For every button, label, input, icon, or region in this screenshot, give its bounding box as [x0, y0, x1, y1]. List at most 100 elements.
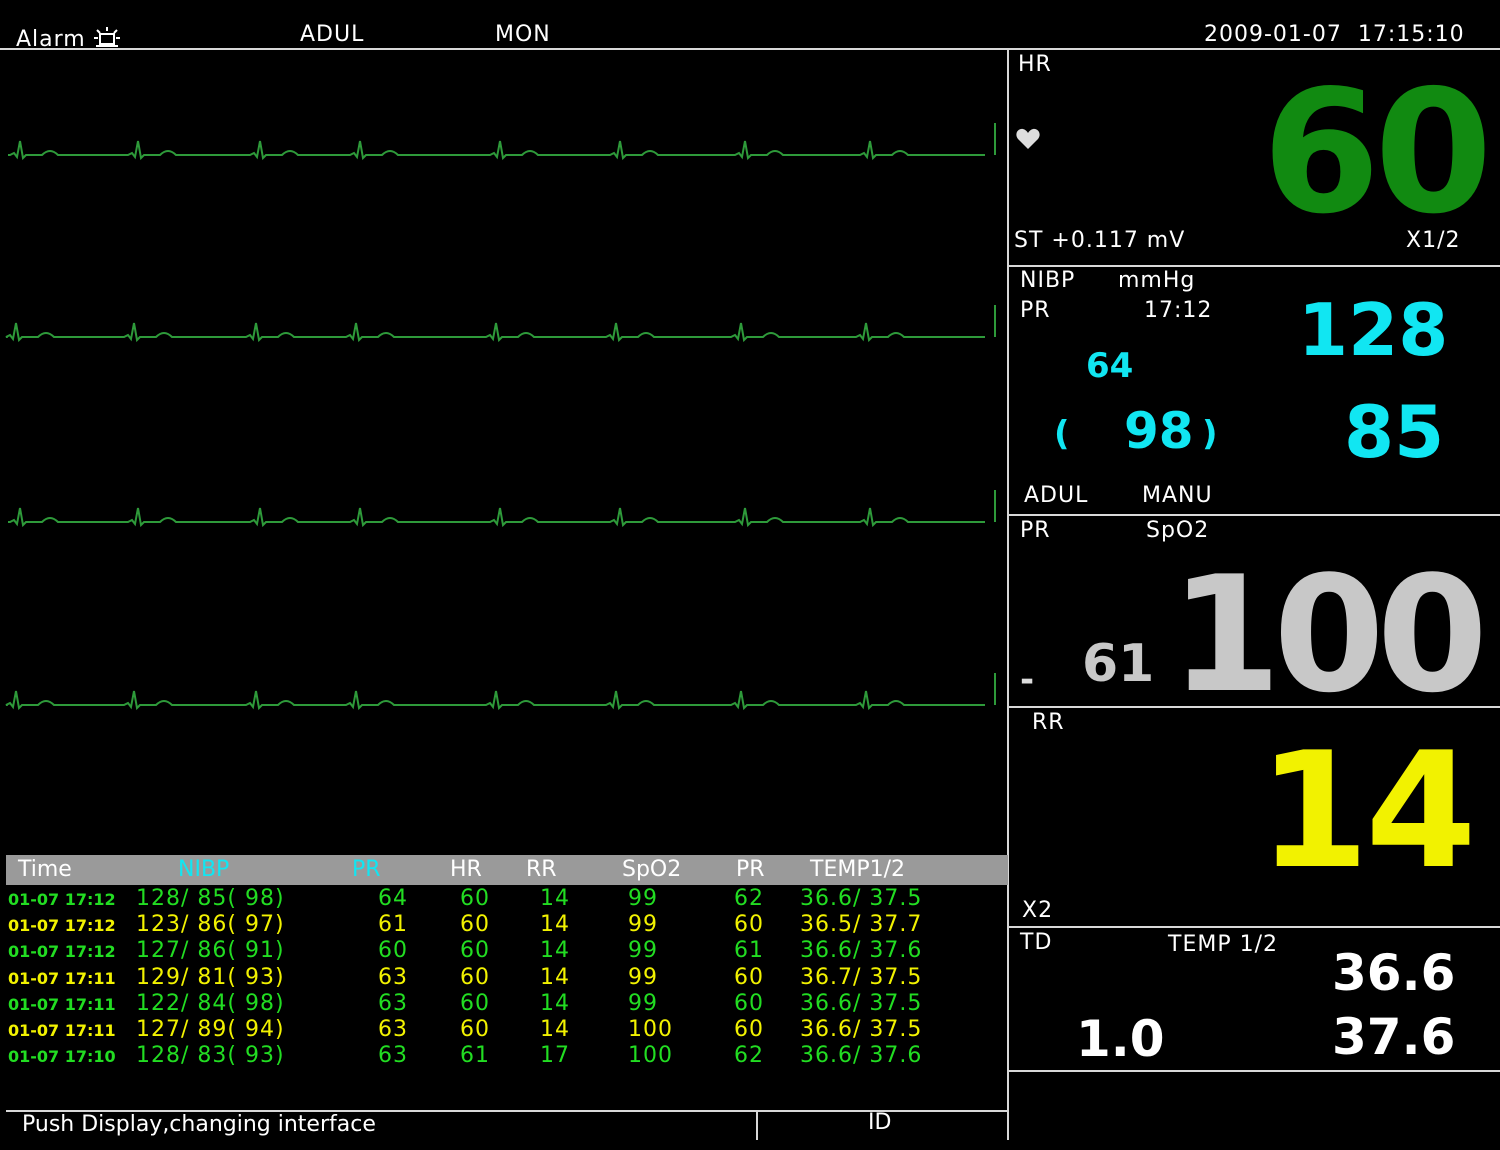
nibp-mode: MANU — [1142, 483, 1213, 508]
header-datetime: 2009-01-07 17:15:10 — [1204, 22, 1465, 47]
cell-time: 01-07 17:12 — [8, 890, 116, 909]
status-separator — [756, 1112, 758, 1140]
temp1-value: 36.6 — [1332, 944, 1456, 1002]
cell-hr: 60 — [460, 964, 490, 990]
cell-nibp: 127/ 86( 91) — [136, 938, 285, 964]
spo2-value: 100 — [1170, 541, 1488, 728]
header-divider — [0, 48, 1500, 50]
rr-panel-divider — [1009, 926, 1500, 928]
table-row[interactable]: 01-07 17:11 127/ 89( 94) 63 60 14 100 60 36.6/ … — [0, 1017, 1002, 1043]
cell-pr: 61 — [378, 912, 408, 938]
patient-id-field[interactable]: ID — [868, 1110, 892, 1135]
col-header-rr: RR — [526, 857, 557, 882]
cell-spo2: 99 — [628, 938, 658, 964]
col-header-hr: HR — [450, 857, 482, 882]
cell-rr: 14 — [540, 912, 570, 938]
table-row[interactable]: 01-07 17:11 122/ 84( 98) 63 60 14 99 60 36.6/ 3… — [0, 991, 1002, 1017]
cell-pr2: 62 — [734, 886, 764, 911]
alarm-label[interactable]: Alarm — [16, 26, 120, 52]
cell-pr: 63 — [378, 1043, 408, 1069]
cell-pr: 63 — [378, 1017, 408, 1042]
cell-temp: 36.7/ 37.5 — [800, 964, 923, 990]
rr-value: 14 — [1258, 717, 1477, 904]
nibp-mean: 98 — [1124, 402, 1194, 460]
spo2-panel-divider — [1009, 706, 1500, 708]
cell-pr: 64 — [378, 886, 408, 911]
cell-temp: 36.6/ 37.5 — [800, 886, 923, 911]
nibp-unit: mmHg — [1118, 268, 1196, 293]
rr-label: RR — [1032, 710, 1065, 735]
temp-panel-divider — [1009, 1070, 1500, 1072]
rr-scale: X2 — [1022, 898, 1054, 923]
cell-nibp: 128/ 83( 93) — [136, 1043, 285, 1069]
cell-spo2: 100 — [628, 1017, 673, 1042]
nibp-time: 17:12 — [1144, 298, 1213, 323]
col-header-pr2: PR — [736, 857, 765, 882]
cell-spo2: 99 — [628, 990, 658, 1016]
hr-panel-divider — [1009, 265, 1500, 267]
cell-pr2: 61 — [734, 938, 764, 964]
cell-nibp: 128/ 85( 98) — [136, 886, 285, 911]
cell-nibp: 122/ 84( 98) — [136, 990, 285, 1016]
nibp-pr-label: PR — [1020, 298, 1051, 323]
cell-temp: 36.6/ 37.5 — [800, 1017, 923, 1042]
heart-icon — [1016, 128, 1040, 149]
cell-rr: 14 — [540, 990, 570, 1016]
cell-temp: 36.5/ 37.7 — [800, 912, 923, 938]
td-value: 1.0 — [1076, 1010, 1165, 1068]
cell-rr: 14 — [540, 964, 570, 990]
table-row[interactable]: 01-07 17:11 129/ 81( 93) 63 60 14 99 60 36.7/ 3… — [0, 965, 1002, 991]
cell-hr: 60 — [460, 938, 490, 964]
cell-pr2: 60 — [734, 1017, 764, 1042]
col-header-nibp: NIBP — [178, 857, 230, 882]
col-header-temp: TEMP1/2 — [810, 857, 905, 882]
alarm-text: Alarm — [16, 27, 86, 52]
status-bar-divider — [6, 1110, 1008, 1112]
st-value: ST +0.117 mV — [1014, 228, 1186, 253]
trend-table-header: Time NIBP PR HR RR SpO2 PR TEMP1/2 — [6, 855, 1008, 885]
table-row[interactable]: 01-07 17:12 123/ 86( 97) 61 60 14 99 60 36.5/ 3… — [0, 912, 1002, 938]
cell-rr: 14 — [540, 1017, 570, 1042]
nibp-label: NIBP — [1020, 268, 1076, 293]
cell-rr: 14 — [540, 886, 570, 911]
cell-temp: 36.6/ 37.6 — [800, 938, 923, 964]
cell-time: 01-07 17:10 — [8, 1047, 116, 1067]
ecg-trace — [5, 690, 985, 711]
cell-spo2: 100 — [628, 1043, 673, 1069]
cell-nibp: 129/ 81( 93) — [136, 964, 285, 990]
table-row[interactable]: 01-07 17:12 128/ 85( 98) 64 60 14 99 62 36.6/ 3… — [0, 886, 1002, 912]
ecg-trace — [8, 507, 985, 528]
cell-pr: 60 — [378, 938, 408, 964]
col-header-spo2: SpO2 — [622, 857, 682, 882]
cell-hr: 60 — [460, 990, 490, 1016]
cell-temp: 36.6/ 37.6 — [800, 1043, 923, 1069]
spo2-pr-value: 61 — [1082, 634, 1155, 694]
cell-hr: 60 — [460, 912, 490, 938]
header-patient-type[interactable]: ADUL — [300, 22, 365, 47]
temp-label: TEMP 1/2 — [1168, 932, 1278, 957]
header-mode[interactable]: MON — [495, 22, 551, 47]
cell-time: 01-07 17:11 — [8, 994, 116, 1014]
cell-time: 01-07 17:11 — [8, 1021, 116, 1040]
ecg-waveform-area — [5, 123, 996, 711]
cell-pr: 63 — [378, 964, 408, 990]
status-message: Push Display,changing interface — [22, 1112, 376, 1137]
table-row[interactable]: 01-07 17:12 127/ 86( 91) 60 60 14 99 61 36.6/ 3… — [0, 938, 1002, 964]
cell-pr2: 62 — [734, 1043, 764, 1069]
nibp-mean-close: ) — [1202, 414, 1218, 454]
table-row[interactable]: 01-07 17:10 128/ 83( 93) 63 61 17 100 62 36.6/ … — [0, 1043, 1002, 1069]
col-header-time: Time — [18, 857, 72, 882]
spo2-label: SpO2 — [1146, 518, 1210, 543]
nibp-patient-type: ADUL — [1024, 483, 1089, 508]
alarm-bell-icon — [93, 27, 120, 47]
ecg-trace — [8, 140, 985, 161]
hr-value: 60 — [1262, 54, 1493, 252]
spo2-pr-label: PR — [1020, 518, 1051, 543]
cell-rr: 17 — [540, 1043, 570, 1069]
cell-hr: 61 — [460, 1043, 490, 1069]
cell-temp: 36.6/ 37.5 — [800, 990, 923, 1016]
nibp-systolic: 128 — [1298, 288, 1449, 372]
nibp-pr-value: 64 — [1086, 346, 1134, 386]
cell-pr2: 60 — [734, 912, 764, 938]
cell-pr: 63 — [378, 990, 408, 1016]
